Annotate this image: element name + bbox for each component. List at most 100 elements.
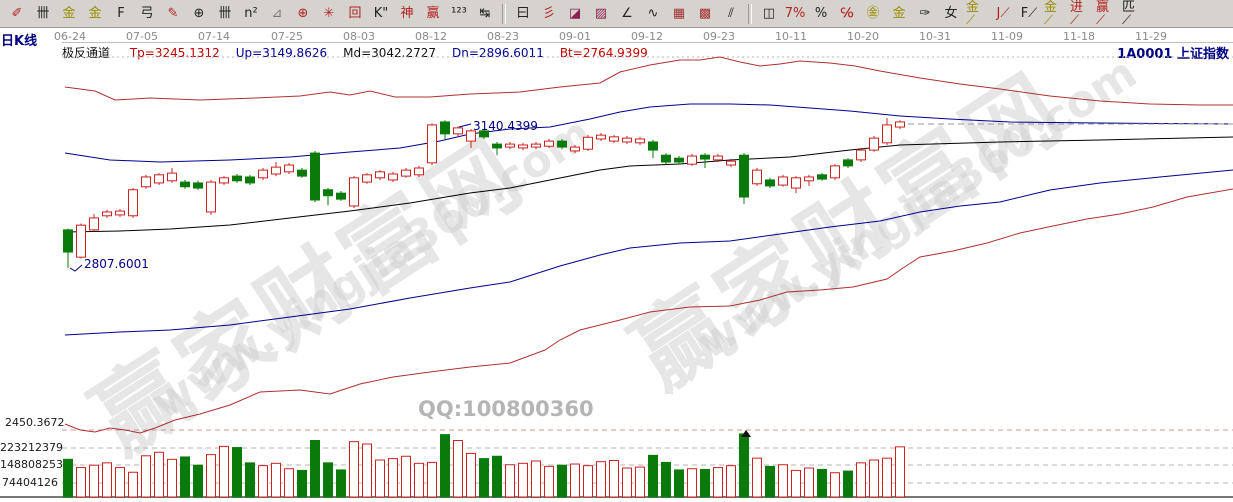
volume-bar [713,467,723,498]
volume-marker-triangle [741,430,751,437]
pane-label-kline: 日K线 [1,34,38,49]
percent-levels-icon[interactable]: ℅ [840,6,854,21]
candle-body [778,176,788,186]
gann-grid-icon[interactable]: 曰 [516,6,530,21]
k-mark-icon[interactable]: K" [373,6,389,21]
gold2-slash-icon[interactable]: 金⟋ [1044,0,1058,28]
ruler-123-icon[interactable]: ¹²³ [451,6,467,21]
toolbar-separator [502,3,506,24]
shen-icon[interactable]: 神 [400,6,414,21]
candle-body [271,166,281,175]
brush-icon[interactable]: ✐ [11,6,23,21]
volume-bar [869,459,879,498]
seven-percent-icon[interactable]: 7% [784,6,806,21]
date-tick: 07-25 [271,30,303,43]
candle-body [765,179,775,187]
price-volume-plot[interactable] [0,28,1233,502]
percent-icon[interactable]: % [814,6,828,21]
candle-body [635,138,645,144]
ying-slash-icon[interactable]: 赢⟋ [1096,0,1110,28]
gold-rule-icon[interactable]: 金 [892,6,906,21]
candle-body [622,137,632,143]
volume-bar [310,440,320,498]
f-fence-icon[interactable]: F [117,6,125,21]
low-annotation-leader [69,264,83,272]
price-scale-bottom-label: 2450.3672 [5,416,65,429]
volume-bar [297,469,307,498]
volume-bar [726,465,736,498]
volume-bar [245,462,255,498]
starburst-icon[interactable]: ✳ [323,6,335,21]
volume-bar [661,461,671,498]
date-tick: 07-14 [198,30,230,43]
candle-body [102,211,112,217]
candle-body [323,189,333,197]
gold-fence-icon[interactable]: 金 [62,6,76,21]
candle-body [661,154,671,163]
red-grid-icon[interactable]: ▦ [672,6,686,21]
volume-bar [648,454,658,498]
volume-bar [700,468,710,498]
channel-line-tp [64,56,1233,106]
candle-body [375,171,385,179]
gold-coin-icon[interactable]: ㊎ [866,6,880,21]
volume-bar [89,464,99,498]
volume-bar [466,452,476,498]
volume-bar [817,468,827,498]
ray-fan-icon[interactable]: 彡 [542,6,556,21]
width-arrows-icon[interactable]: ↹ [479,6,491,21]
candle-body [401,169,411,177]
hatch-box-icon[interactable]: ▨ [594,6,608,21]
shaded-box-icon[interactable]: ◪ [568,6,582,21]
ying-icon[interactable]: 赢 [426,6,440,21]
volume-bar [518,462,528,498]
candle-body [713,155,723,161]
volume-bar [349,441,359,498]
candle-body [362,174,372,183]
volume-bar [427,461,437,498]
f-slash-icon[interactable]: F⟋ [1020,6,1038,21]
candle-body [479,130,489,138]
tally2-icon[interactable]: 卌 [218,6,232,21]
pen-tool-icon[interactable]: ✎ [167,6,179,21]
j-slash-icon[interactable]: J⟋ [996,6,1010,21]
candle-body [284,164,294,173]
cycle-ruler-icon[interactable]: ⊕ [193,6,205,21]
volume-bar [895,446,905,498]
red-grid-box-icon[interactable]: ▩ [698,6,712,21]
gold-fence2-icon[interactable]: 金 [88,6,102,21]
tool-nv-icon[interactable]: 女 [944,6,958,21]
volume-bar [687,468,697,498]
candle-body [310,152,320,201]
spiral-box-icon[interactable]: 回 [348,6,362,21]
crosshair-icon[interactable]: ⊕ [297,6,309,21]
trend-angle-icon[interactable]: ∠ [621,6,633,21]
gold-slash-icon[interactable]: 金⟋ [966,0,980,28]
candle-body [752,169,762,185]
pi-slash-icon[interactable]: 匹⟋ [1122,0,1136,28]
volume-scale-label-3: 74404126 [2,476,58,489]
zigzag-icon[interactable]: ∿ [647,6,659,21]
volume-bar [843,470,853,498]
volume-bar [63,458,73,498]
candle-body [219,177,229,184]
date-tick: 11-18 [1063,30,1095,43]
chart-area[interactable]: 日K线 06-24 07-05 07-14 07-25 08-03 08-12 08-23 0… [0,28,1233,502]
parallel-lines-icon[interactable]: ⫽ [728,6,734,21]
brush-chart-icon[interactable]: ✑ [919,6,931,21]
volume-bar [232,447,242,498]
jin-slash-icon[interactable]: 进⟋ [1070,0,1084,28]
candle-body [882,124,892,144]
tally-kline-icon[interactable]: 卌 [36,6,50,21]
sail-flag-icon[interactable]: ⊿ [271,6,283,21]
candle-body [687,155,697,165]
candle-body [349,177,359,207]
volume-bar [544,465,554,498]
volume-bar [856,462,866,498]
n-squared-icon[interactable]: n² [244,6,258,21]
candle-body [414,167,424,176]
hook-tool-icon[interactable]: 弓 [140,6,154,21]
date-tick: 06-24 [54,30,86,43]
channel-line-dn [64,169,1233,336]
column-chart-icon[interactable]: ◫ [762,6,776,21]
